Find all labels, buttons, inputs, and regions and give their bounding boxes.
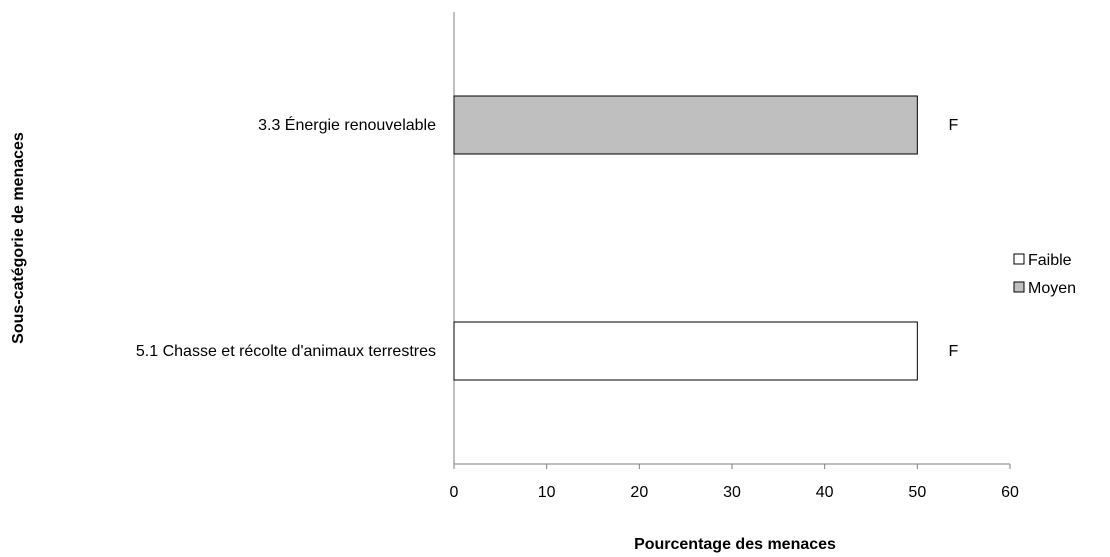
bars <box>453 95 918 381</box>
bar-data-label: F <box>948 117 958 134</box>
x-tick-label: 60 <box>1001 484 1019 501</box>
x-tick-label: 30 <box>723 484 741 501</box>
x-tick-label: 10 <box>538 484 556 501</box>
x-tick-label: 40 <box>816 484 834 501</box>
x-tick-label: 0 <box>450 484 459 501</box>
legend: Faible Moyen <box>1013 252 1076 297</box>
x-tick-label: 50 <box>908 484 926 501</box>
category-label: 3.3 Énergie renouvelable <box>258 115 436 134</box>
bar <box>453 321 918 381</box>
legend-swatch <box>1013 253 1025 265</box>
x-tick-labels: 0 10 20 30 40 50 60 <box>450 464 1019 501</box>
bar-data-label: F <box>948 343 958 360</box>
category-label: 5.1 Chasse et récolte d'animaux terrestr… <box>136 343 436 360</box>
category-labels: 3.3 Énergie renouvelable 5.1 Chasse et ré… <box>136 115 436 360</box>
legend-label: Faible <box>1028 252 1072 269</box>
y-axis-title: Sous-catégorie de menaces <box>10 132 27 344</box>
data-labels: FF <box>948 117 958 360</box>
x-tick-label: 20 <box>630 484 648 501</box>
chart-axes <box>453 12 1010 465</box>
legend-label: Moyen <box>1028 280 1076 297</box>
bar <box>453 95 918 155</box>
legend-swatch <box>1013 281 1025 293</box>
x-axis-title: Pourcentage des menaces <box>634 536 836 553</box>
